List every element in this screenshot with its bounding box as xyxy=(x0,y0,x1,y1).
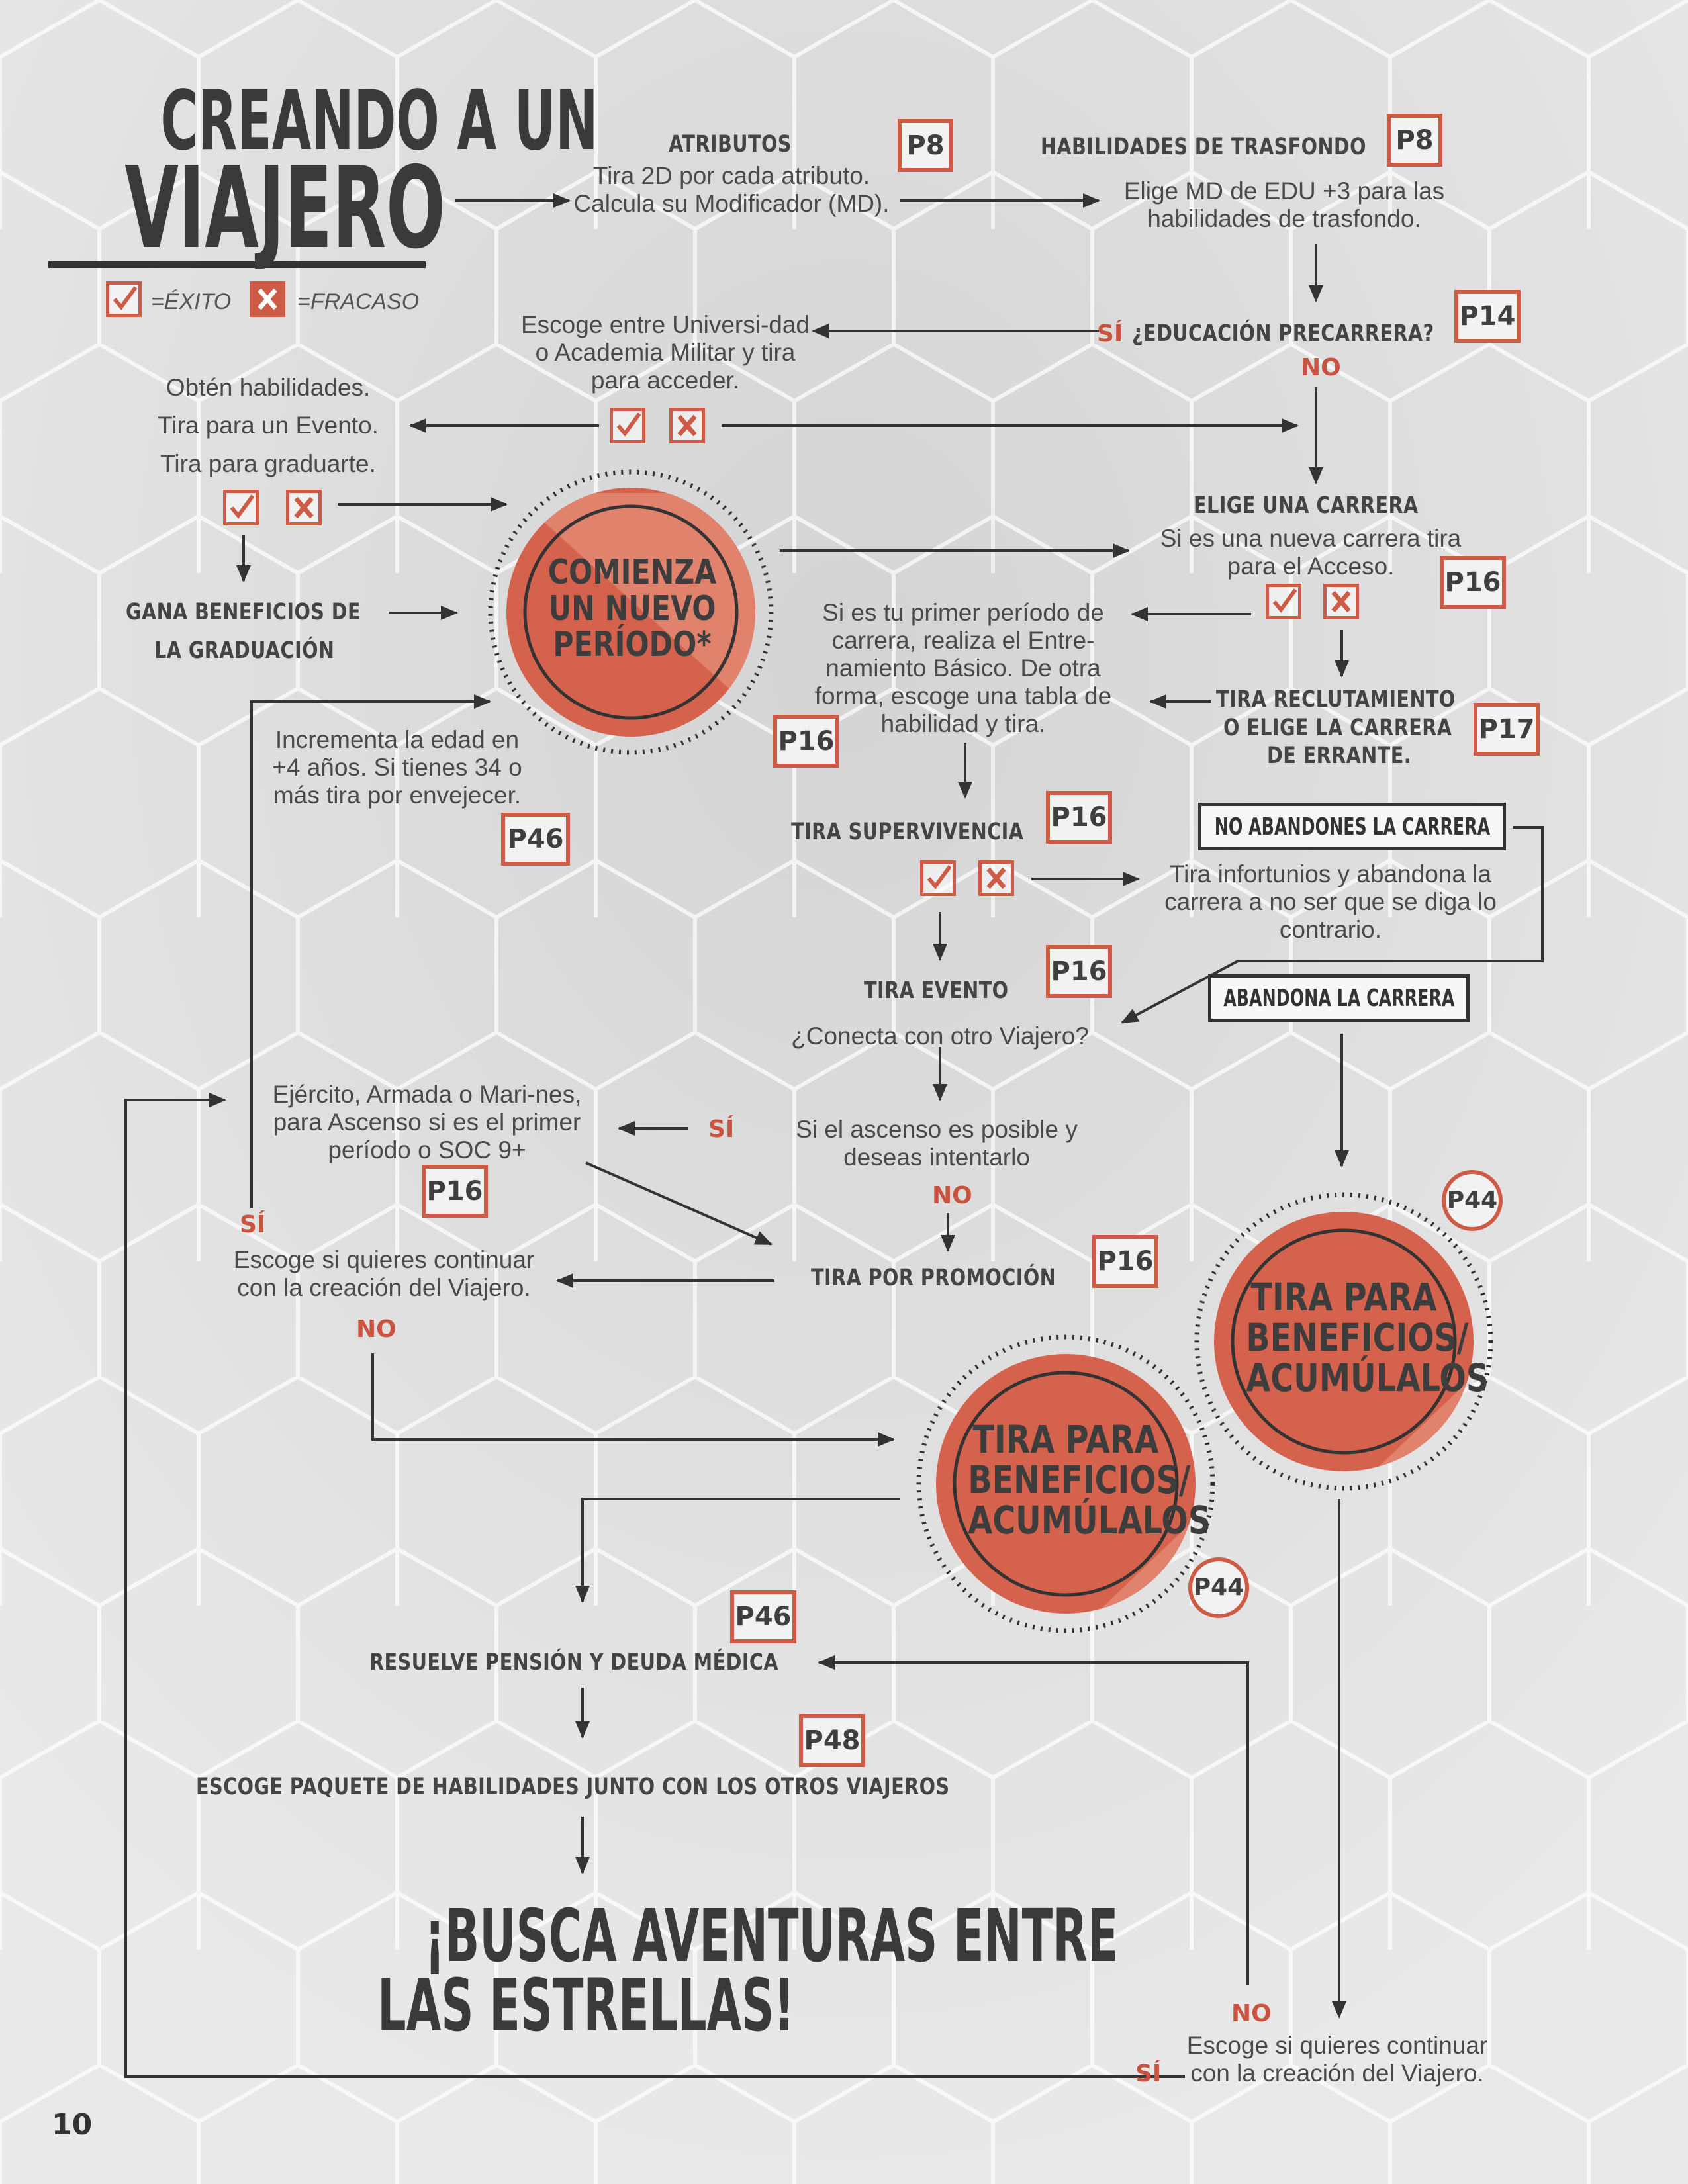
ascenso-no: NO xyxy=(932,1182,972,1209)
carrera-body: Si es una nueva carrera tira para el Acc… xyxy=(1160,525,1462,580)
aventuras-line2: LAS ESTRELLAS! xyxy=(377,1963,795,2048)
graduacion-success-icon xyxy=(223,490,259,525)
continuar2-body: Escoge si quieres continuar con la creac… xyxy=(1186,2032,1488,2087)
arrow-beneficios2-pension xyxy=(575,1498,900,1603)
ref-primer: P16 xyxy=(773,715,839,768)
carrera-failure-icon xyxy=(1323,584,1359,619)
ref-habilidades: P8 xyxy=(1387,114,1442,167)
supervivencia-failure-icon xyxy=(978,860,1014,896)
gana-line2: LA GRADUACIÓN xyxy=(154,637,335,664)
ejercito-si: SÍ xyxy=(708,1116,735,1143)
abandona-stamp: ABANDONA LA CARRERA xyxy=(1208,974,1470,1022)
arrow-no-pension xyxy=(818,1655,1249,1985)
ejercito-body: Ejército, Armada o Mari-nes, para Ascens… xyxy=(272,1081,582,1163)
habilidades-title: HABILIDADES DE TRASFONDO xyxy=(1041,134,1366,160)
beneficios1-circle xyxy=(1194,1192,1493,1491)
ref-beneficios1: P44 xyxy=(1442,1170,1503,1231)
edad-body: Incrementa la edad en +4 años. Si tienes… xyxy=(272,726,522,809)
page-title-line2: VIAJERO xyxy=(124,143,445,274)
continuar1-no: NO xyxy=(356,1316,397,1343)
evento-title: TIRA EVENTO xyxy=(864,978,1009,1004)
educacion-no: NO xyxy=(1301,354,1341,381)
universidad-body: Escoge entre Universi-dad o Academia Mil… xyxy=(521,311,810,394)
paquete-title: ESCOGE PAQUETE DE HABILIDADES JUNTO CON … xyxy=(196,1774,950,1800)
atributos-body: Tira 2D por cada atributo. Calcula su Mo… xyxy=(573,162,890,217)
beneficios2-circle xyxy=(916,1334,1215,1633)
beneficios1-label: TIRA PARA BENEFICIOS/ACUMÚLALOS xyxy=(1246,1275,1489,1400)
universidad-failure-icon xyxy=(669,408,705,443)
ref-evento: P16 xyxy=(1046,945,1112,998)
page-number: 10 xyxy=(52,2108,93,2142)
ref-edad: P46 xyxy=(501,813,570,866)
universidad-success-icon xyxy=(610,408,645,443)
ref-atributos: P8 xyxy=(898,119,953,172)
arrow-noabandones-evento xyxy=(1121,826,1544,1024)
failure-legend-icon xyxy=(250,281,285,317)
obten-line3: Tira para graduarte. xyxy=(160,450,376,477)
evento-body: ¿Conecta con otro Viajero? xyxy=(791,1023,1089,1050)
page-title: CREANDO A UN xyxy=(160,73,598,169)
reclutamiento-line3: DE ERRANTE. xyxy=(1267,743,1412,769)
aventuras-line1: ¡BUSCA AVENTURAS ENTRE xyxy=(424,1893,1119,1978)
obten-line1: Obtén habilidades. xyxy=(165,374,371,401)
failure-legend-label: =FRACASO xyxy=(297,289,420,314)
ref-pension: P46 xyxy=(730,1590,796,1643)
ref-carrera: P16 xyxy=(1440,556,1506,609)
beneficios2-label: TIRA PARA BENEFICIOS/ACUMÚLALOS xyxy=(968,1417,1211,1543)
supervivencia-title: TIRA SUPERVIVENCIA xyxy=(791,819,1024,845)
educacion-title: ¿EDUCACIÓN PRECARRERA? xyxy=(1132,320,1434,347)
pension-title: RESUELVE PENSIÓN Y DEUDA MÉDICA xyxy=(369,1649,779,1676)
continuar1-si: SÍ xyxy=(240,1211,266,1238)
ref-promocion: P16 xyxy=(1092,1235,1158,1288)
graduacion-failure-icon xyxy=(286,490,322,525)
habilidades-body: Elige MD de EDU +3 para las habilidades … xyxy=(1123,177,1445,232)
title-underline xyxy=(48,261,426,268)
educacion-si: SÍ xyxy=(1097,320,1123,347)
supervivencia-success-icon xyxy=(920,860,956,896)
comienza-circle xyxy=(488,469,774,755)
reclutamiento-line1: TIRA RECLUTAMIENTO xyxy=(1216,686,1456,713)
arrow-continuar-beneficios xyxy=(371,1353,895,1447)
primer-body: Si es tu primer período de carrera, real… xyxy=(814,599,1112,737)
gana-line1: GANA BENEFICIOS DE xyxy=(126,599,361,625)
ref-paquete: P48 xyxy=(799,1714,865,1767)
carrera-title: ELIGE UNA CARRERA xyxy=(1194,492,1419,519)
arrow-edad-comienza xyxy=(250,694,491,1208)
continuar1-body: Escoge si quieres continuar con la creac… xyxy=(233,1246,535,1301)
continuar2-si: SÍ xyxy=(1135,2060,1162,2087)
no-abandones-stamp: NO ABANDONES LA CARRERA xyxy=(1198,803,1506,850)
arrow-si-ejercito-loop xyxy=(124,1093,1185,2078)
comienza-label: COMIENZA UN NUEVO PERÍODO* xyxy=(547,553,717,665)
infortunios-body: Tira infortunios y abandona la carrera a… xyxy=(1164,860,1497,943)
continuar2-no: NO xyxy=(1231,2000,1272,2027)
ref-reclutamiento: P17 xyxy=(1474,703,1540,756)
reclutamiento-line2: O ELIGE LA CARRERA xyxy=(1223,715,1452,741)
success-legend-label: =ÉXITO xyxy=(151,289,232,314)
carrera-success-icon xyxy=(1266,584,1301,619)
ascenso-body: Si el ascenso es posible y deseas intent… xyxy=(796,1116,1078,1171)
success-legend-icon xyxy=(106,281,142,317)
obten-line2: Tira para un Evento. xyxy=(158,412,379,439)
ref-beneficios2: P44 xyxy=(1188,1557,1249,1618)
arrow-ejercito-promocion xyxy=(585,1161,773,1246)
ref-educacion: P14 xyxy=(1454,290,1521,343)
ref-supervivencia: P16 xyxy=(1046,791,1112,844)
atributos-title: ATRIBUTOS xyxy=(669,131,792,158)
promocion-title: TIRA POR PROMOCIÓN xyxy=(811,1265,1056,1291)
ref-ejercito: P16 xyxy=(422,1165,488,1218)
